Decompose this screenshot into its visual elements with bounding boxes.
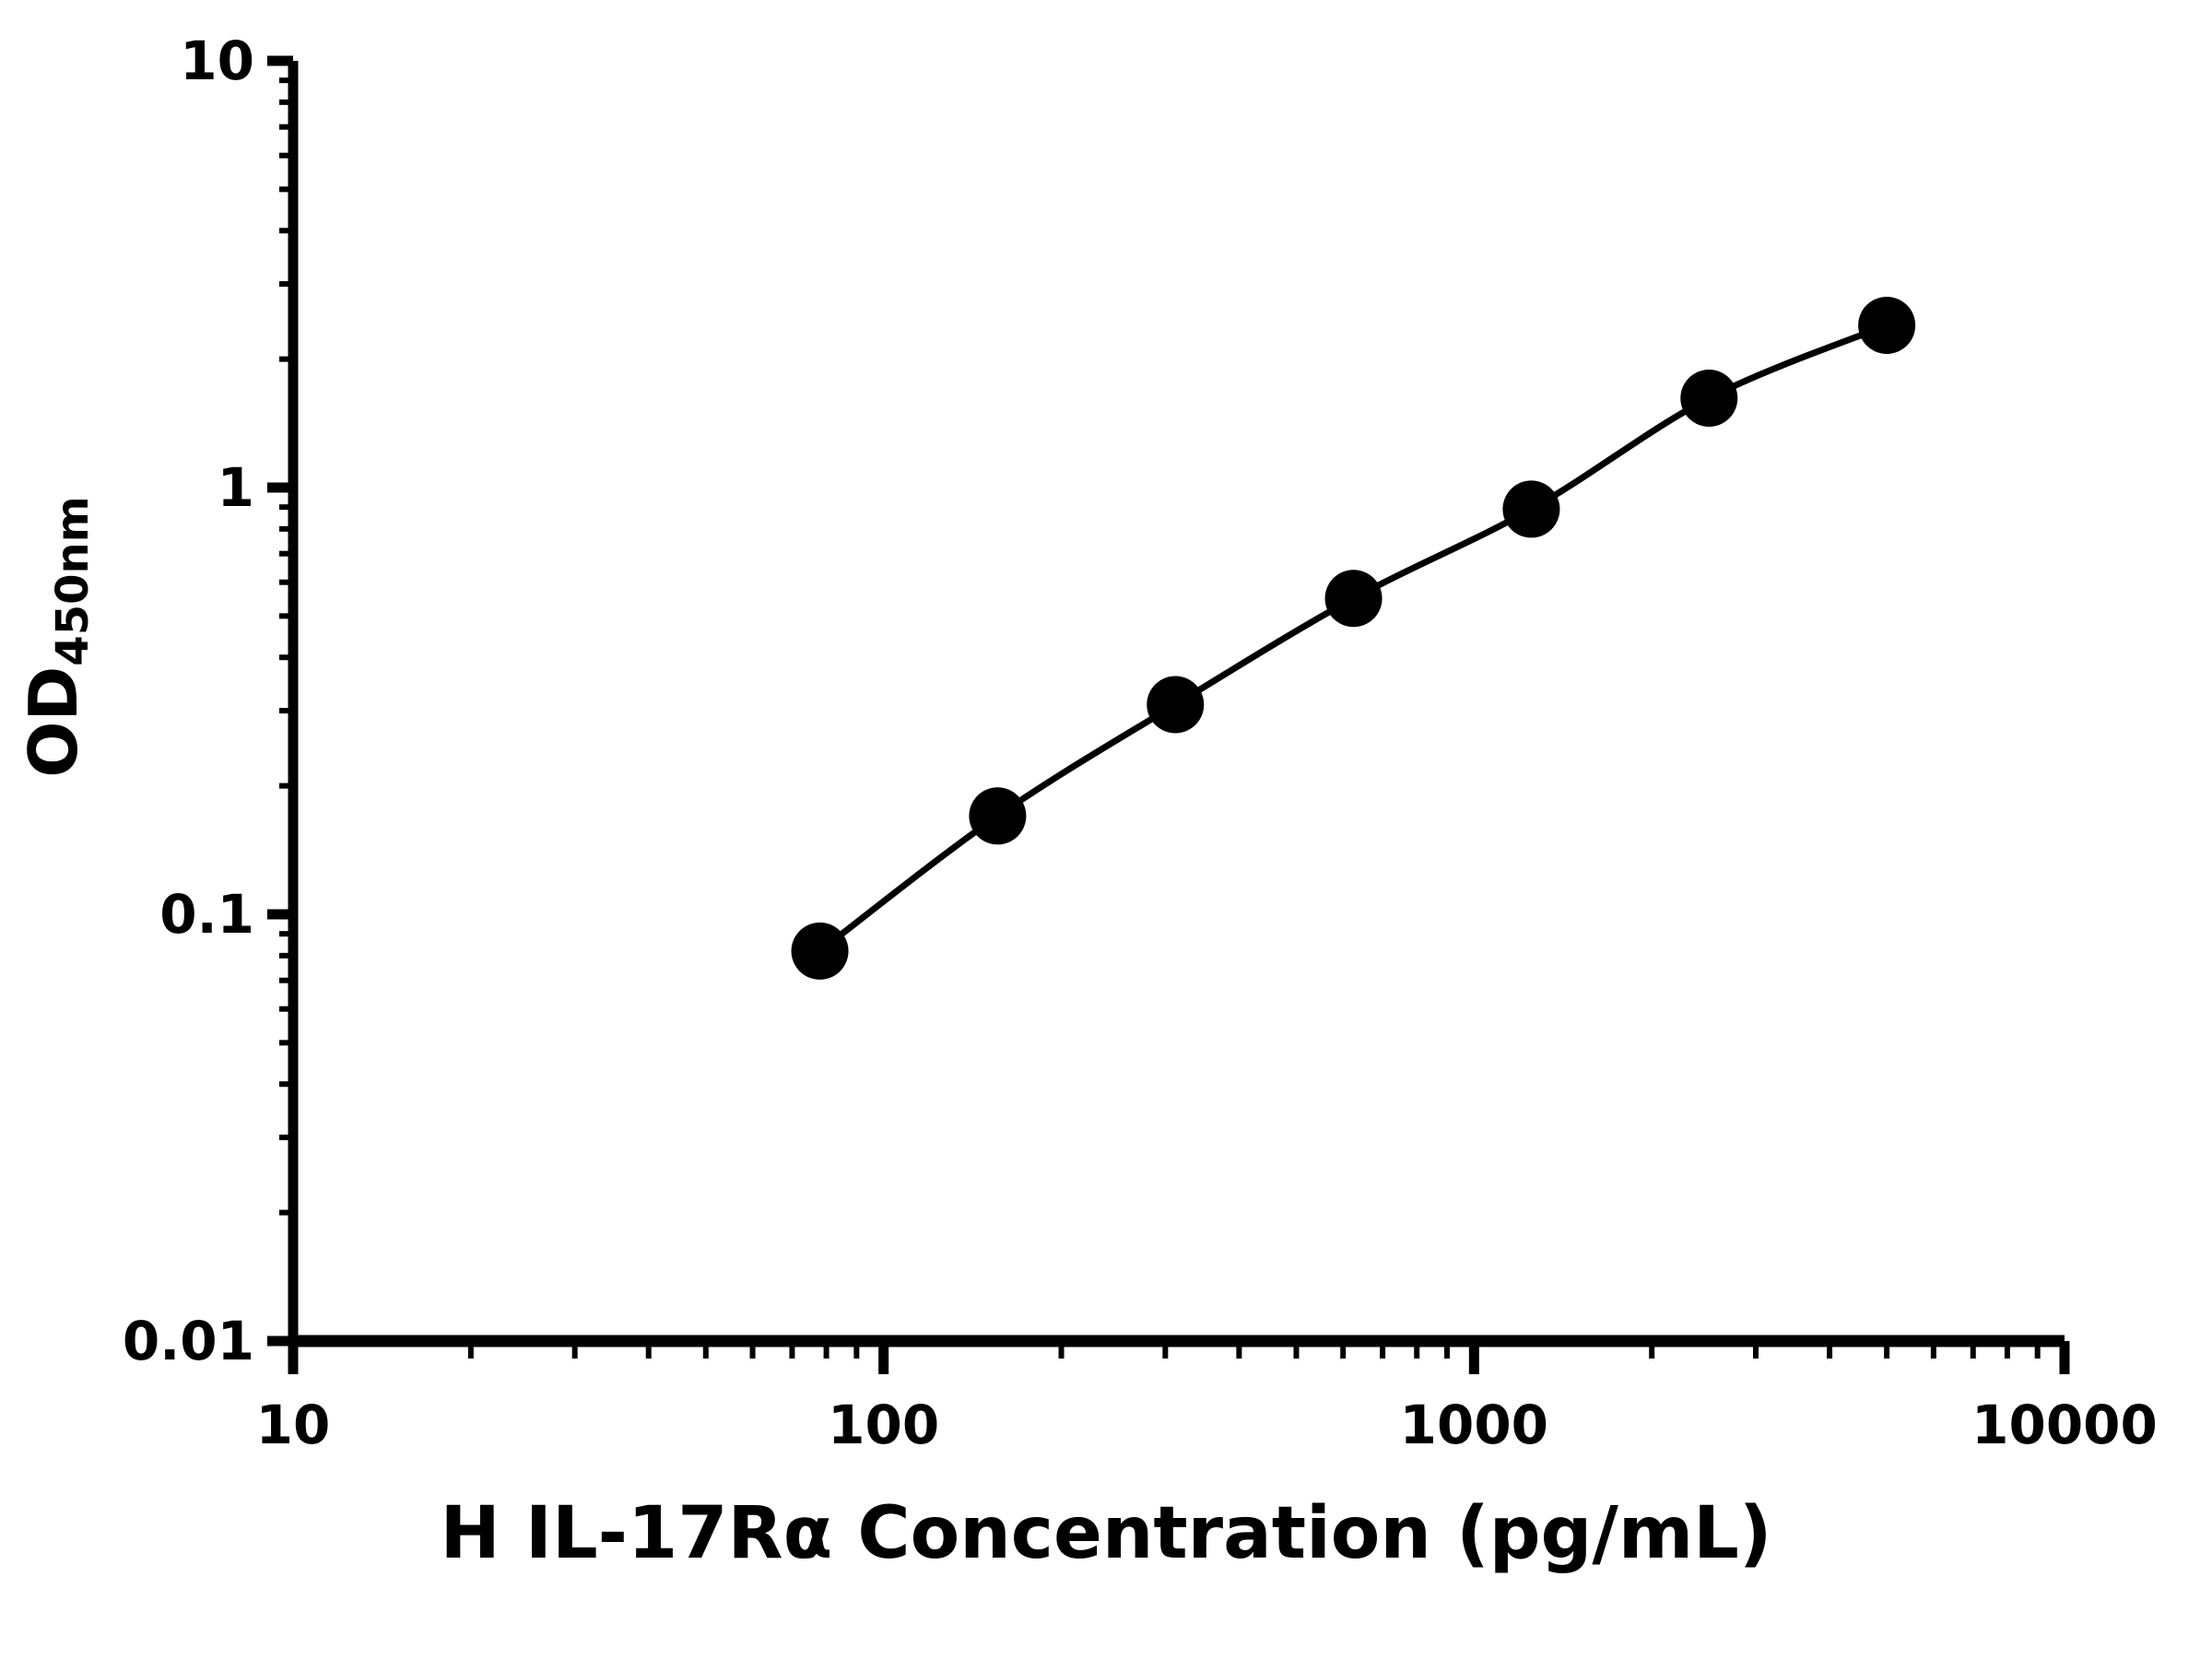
y-axis-title-base: OD <box>15 665 92 778</box>
y-tick-label: 1 <box>217 456 254 519</box>
data-point-marker <box>1147 676 1205 734</box>
y-tick-label: 10 <box>180 29 254 92</box>
x-tick-label: 10000 <box>1971 1394 2158 1456</box>
y-tick-label: 0.1 <box>159 883 254 946</box>
data-point-marker <box>969 787 1027 845</box>
y-tick-label: 0.01 <box>122 1310 254 1372</box>
x-axis-title: H IL-17Rα Concentration (pg/mL) <box>440 1492 1772 1575</box>
data-point-marker <box>791 922 849 980</box>
x-tick-label: 10 <box>255 1394 331 1456</box>
y-axis-title-subscript: 450nm <box>47 496 99 666</box>
x-axis-ticks <box>288 1341 2070 1374</box>
data-point-marker <box>1858 296 1916 354</box>
y-axis-title: OD450nm <box>15 379 99 895</box>
data-point-marker <box>1502 480 1560 538</box>
data-point-markers <box>791 296 1916 980</box>
y-axis-ticks <box>267 55 293 1347</box>
axes-spines <box>288 61 2065 1347</box>
data-point-marker <box>1680 369 1738 427</box>
x-tick-label: 1000 <box>1399 1394 1549 1456</box>
x-tick-label: 100 <box>828 1394 940 1456</box>
data-point-marker <box>1324 570 1382 628</box>
